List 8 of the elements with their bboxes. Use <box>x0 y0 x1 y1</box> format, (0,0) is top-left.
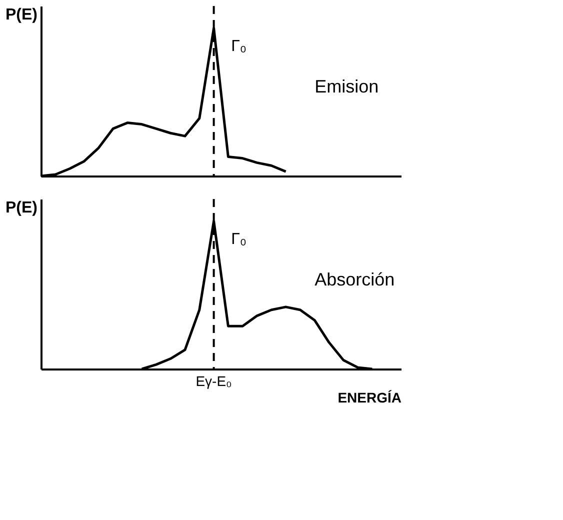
annotation: Γ₀ <box>231 38 247 55</box>
text: Eγ-E₀ <box>196 373 232 389</box>
annotation: Emision <box>314 76 379 96</box>
x-axis-title: ENERGÍA <box>338 390 402 406</box>
y-axis-title: P(E) <box>6 6 38 24</box>
y-axis-title: P(E) <box>6 200 38 216</box>
annotation: Γ₀ <box>231 230 247 248</box>
annotation: Absorción <box>314 269 395 290</box>
